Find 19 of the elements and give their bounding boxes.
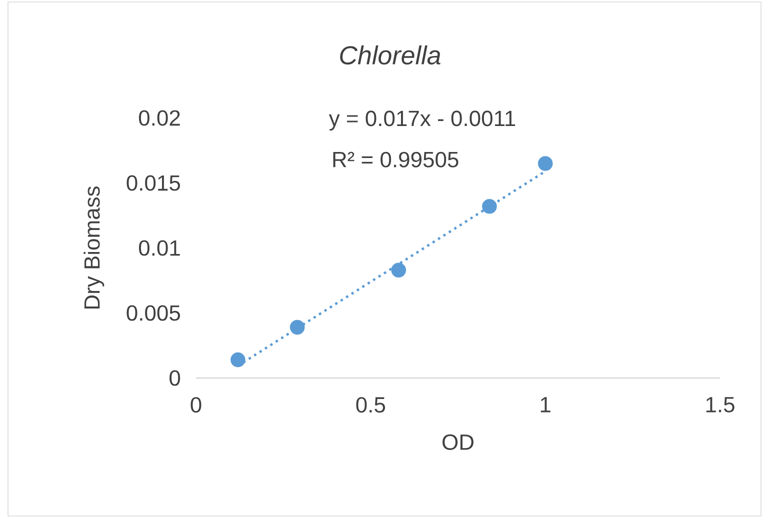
- x-tick-label: 1: [540, 397, 550, 412]
- point: [538, 156, 553, 171]
- x-tick-label: 0.5: [356, 397, 386, 413]
- annotation: y = 0.017x - 0.0011: [328, 110, 516, 131]
- x-axis-title: OD: [442, 434, 474, 450]
- y-tick-label: 0.015: [126, 175, 180, 191]
- point: [290, 320, 305, 335]
- y-tick-label: 0.02: [138, 110, 180, 126]
- y-tick-label: 0: [170, 370, 180, 386]
- point: [482, 198, 497, 214]
- x-tick-label: 0: [190, 397, 202, 413]
- y-tick-label: 0.01: [138, 240, 180, 256]
- point: [391, 262, 406, 278]
- point: [230, 352, 246, 368]
- y-tick-label: 0.005: [126, 305, 180, 321]
- x-tick-label: 1.5: [706, 397, 734, 412]
- chart-title: Chlorella: [340, 45, 440, 65]
- y-axis-title: Dry Biomass: [84, 186, 104, 309]
- annotation: R² = 0.99505: [333, 152, 458, 168]
